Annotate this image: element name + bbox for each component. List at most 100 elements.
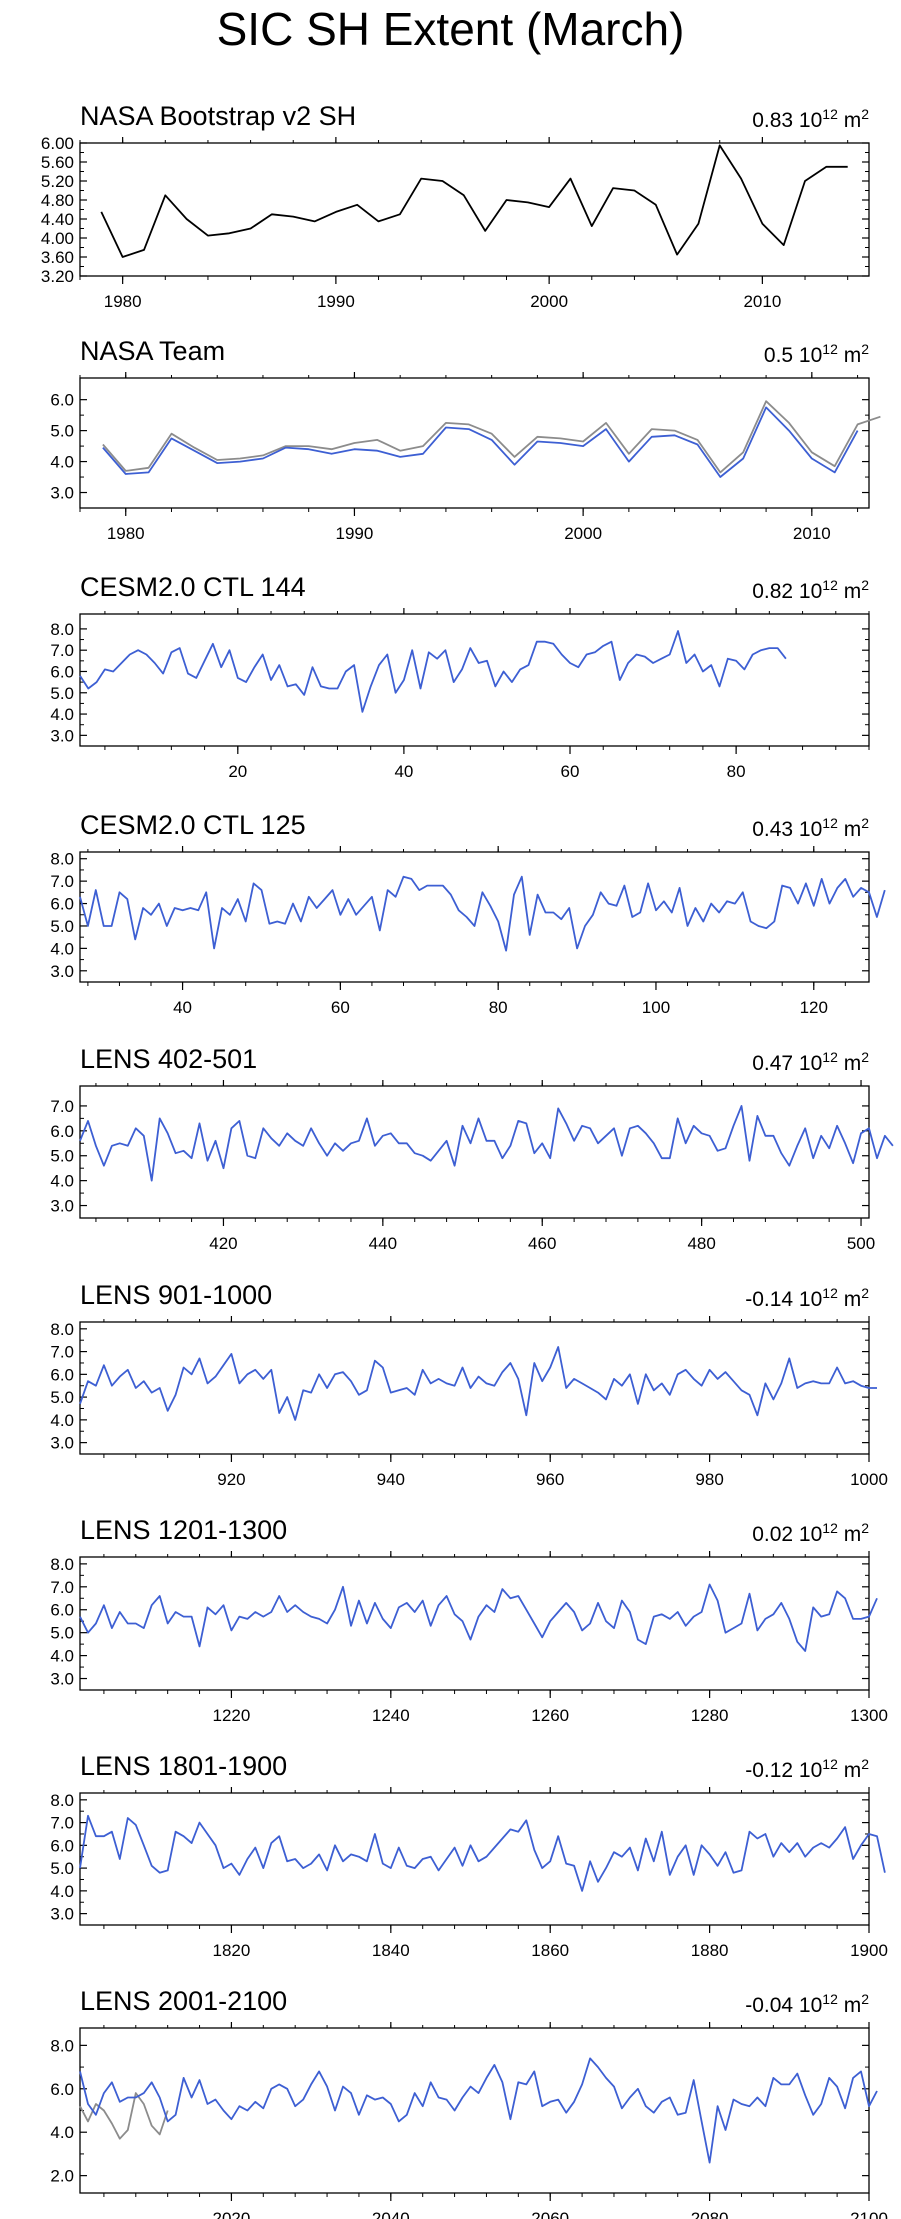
trend-label: 0.5 1012 m2 — [764, 341, 869, 367]
x-tick-label: 940 — [377, 1470, 405, 1489]
series-line-lens — [79, 1346, 877, 1421]
x-tick-label: 1820 — [213, 1941, 251, 1960]
x-tick-label: 980 — [695, 1470, 723, 1489]
y-tick-label: 4.0 — [50, 1411, 74, 1430]
x-tick-label: 80 — [727, 762, 746, 781]
y-tick-label: 4.0 — [50, 705, 74, 724]
panel-title: LENS 901-1000 — [80, 1280, 272, 1310]
chart-panel-7: LENS 1201-1300 0.02 1012 m2 3.0 4.0 5.0 6.0 7.… — [50, 1515, 888, 1725]
x-tick-label: 1000 — [850, 1470, 888, 1489]
plot-frame — [79, 1556, 870, 1691]
x-tick-label: 40 — [394, 762, 413, 781]
x-tick-label: 480 — [687, 1234, 715, 1253]
y-tick-label: 7.0 — [50, 872, 74, 891]
x-tick-label: 1980 — [107, 524, 145, 543]
chart-panel-6: LENS 901-1000 -0.14 1012 m2 3.0 4.0 5.0 6.0 7.… — [50, 1280, 888, 1489]
trend-label: 0.43 1012 m2 — [752, 815, 869, 841]
y-tick-label: 3.0 — [50, 726, 74, 745]
trend-label: 0.82 1012 m2 — [752, 577, 869, 603]
y-tick-label: 3.0 — [50, 1905, 74, 1924]
y-tick-label: 7.0 — [50, 1343, 74, 1362]
x-tick-label: 2010 — [743, 292, 781, 311]
series-line-ctl — [79, 875, 886, 952]
y-tick-label: 8.0 — [50, 1791, 74, 1810]
y-tick-label: 8.0 — [50, 1320, 74, 1339]
y-tick-label: 4.0 — [50, 1882, 74, 1901]
x-tick-label: 2080 — [691, 2209, 729, 2219]
y-tick-label: 3.0 — [50, 1197, 74, 1216]
x-tick-label: 40 — [173, 998, 192, 1017]
x-tick-label: 80 — [489, 998, 508, 1017]
panel-title: NASA Team — [80, 336, 225, 366]
x-tick-label: 2010 — [793, 524, 831, 543]
y-tick-label: 6.0 — [50, 391, 74, 410]
trend-label: 0.02 1012 m2 — [752, 1520, 869, 1546]
x-tick-label: 120 — [800, 998, 828, 1017]
series-line-bootstrap — [102, 400, 881, 474]
chart-panel-2: NASA Team 0.5 1012 m2 3.0 4.0 5.0 6.0 1980 1990… — [50, 336, 881, 543]
y-tick-label: 3.20 — [41, 267, 74, 286]
panel-title: CESM2.0 CTL 125 — [80, 810, 306, 840]
plot-frame — [79, 1085, 870, 1219]
x-tick-label: 2040 — [372, 2209, 410, 2219]
chart-panel-3: CESM2.0 CTL 144 0.82 1012 m2 3.0 4.0 5.0 6.0 7… — [50, 572, 870, 781]
series-line-lens — [79, 1814, 886, 1892]
series-line-observed — [79, 2092, 169, 2140]
series-line-bootstrap — [100, 144, 848, 258]
plot-frame — [79, 142, 870, 277]
y-tick-label: 4.40 — [41, 210, 74, 229]
series-line-lens — [79, 1105, 894, 1182]
x-tick-label: 1860 — [531, 1941, 569, 1960]
chart-panel-4: CESM2.0 CTL 125 0.43 1012 m2 3.0 4.0 5.0 6.0 7… — [50, 810, 886, 1017]
chart-panel-8: LENS 1801-1900 -0.12 1012 m2 3.0 4.0 5.0 6.0 7… — [50, 1751, 888, 1960]
x-tick-label: 1300 — [850, 1706, 888, 1725]
x-tick-label: 60 — [331, 998, 350, 1017]
x-tick-label: 1240 — [372, 1706, 410, 1725]
y-tick-label: 4.0 — [50, 2123, 74, 2142]
x-tick-label: 100 — [642, 998, 670, 1017]
y-tick-label: 3.0 — [50, 484, 74, 503]
x-tick-label: 1260 — [531, 1706, 569, 1725]
y-tick-label: 4.0 — [50, 939, 74, 958]
y-tick-label: 8.0 — [50, 1555, 74, 1574]
y-tick-label: 5.0 — [50, 1624, 74, 1643]
x-tick-label: 2060 — [531, 2209, 569, 2219]
y-tick-label: 6.0 — [50, 2080, 74, 2099]
y-tick-label: 8.0 — [50, 2036, 74, 2055]
trend-label: -0.04 1012 m2 — [745, 1991, 869, 2017]
y-tick-label: 7.0 — [50, 1578, 74, 1597]
y-tick-label: 2.0 — [50, 2167, 74, 2186]
chart-panel-9: LENS 2001-2100 -0.04 1012 m2 2.0 4.0 6.0 8.0 2… — [50, 1986, 888, 2219]
x-tick-label: 1280 — [691, 1706, 729, 1725]
y-tick-label: 3.60 — [41, 248, 74, 267]
y-tick-label: 6.0 — [50, 1836, 74, 1855]
plot-frame — [79, 1321, 870, 1455]
x-tick-label: 1980 — [104, 292, 142, 311]
y-tick-label: 6.0 — [50, 1122, 74, 1141]
y-tick-label: 5.0 — [50, 422, 74, 441]
y-tick-label: 6.0 — [50, 895, 74, 914]
y-tick-label: 4.00 — [41, 229, 74, 248]
y-tick-label: 6.00 — [41, 134, 74, 153]
series-line-team — [102, 406, 859, 478]
x-tick-label: 1220 — [213, 1706, 251, 1725]
x-tick-label: 1990 — [317, 292, 355, 311]
panel-title: LENS 2001-2100 — [80, 1986, 287, 2016]
chart-panel-1: NASA Bootstrap v2 SH 0.83 1012 m2 3.203.60… — [41, 101, 870, 311]
y-tick-label: 7.0 — [50, 641, 74, 660]
y-tick-label: 3.0 — [50, 962, 74, 981]
y-tick-label: 5.0 — [50, 1859, 74, 1878]
y-tick-label: 5.0 — [50, 1147, 74, 1166]
y-tick-label: 6.0 — [50, 1365, 74, 1384]
figure-title: SIC SH Extent (March) — [216, 3, 685, 55]
panel-title: CESM2.0 CTL 144 — [80, 572, 306, 602]
trend-label: 0.83 1012 m2 — [752, 106, 869, 132]
panel-title: LENS 1201-1300 — [80, 1515, 287, 1545]
y-tick-label: 3.0 — [50, 1434, 74, 1453]
y-tick-label: 5.0 — [50, 917, 74, 936]
x-tick-label: 420 — [209, 1234, 237, 1253]
panel-title: LENS 402-501 — [80, 1044, 257, 1074]
x-tick-label: 60 — [561, 762, 580, 781]
x-tick-label: 1840 — [372, 1941, 410, 1960]
